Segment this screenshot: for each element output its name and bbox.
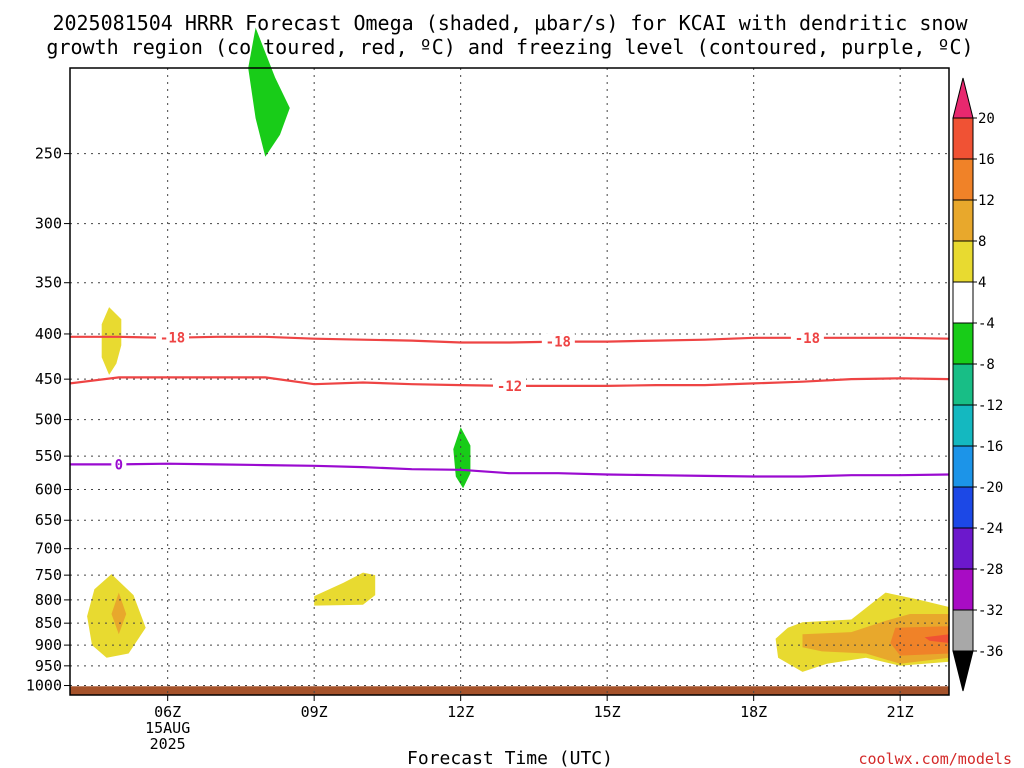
contour-label: -18 (546, 335, 571, 351)
y-tick-label: 350 (35, 274, 62, 292)
omega-region-8 (890, 626, 949, 656)
contour-label-bg (541, 333, 575, 350)
chart-title-line1: 2025081504 HRRR Forecast Omega (shaded, … (52, 11, 968, 35)
colorbar-bin (952, 363, 974, 406)
omega-region-5 (314, 572, 376, 606)
colorbar-bin (952, 281, 974, 324)
colorbar-arrow-top (952, 77, 974, 119)
y-tick-label: 550 (35, 447, 62, 465)
contour-label: 0 (115, 457, 123, 473)
y-tick-label: 950 (35, 657, 62, 675)
x-tick-label: 06Z (154, 703, 181, 721)
y-axis-ticks: 250 300 350 400 450 500 550 600 650 700 750 800 850 9… (26, 145, 70, 695)
x-tick-label: 12Z (447, 703, 474, 721)
colorbar-bin (952, 527, 974, 570)
x-axis-label: Forecast Time (UTC) (407, 748, 613, 768)
colorbar-label: -36 (978, 644, 1003, 660)
colorbar-bin (952, 609, 974, 652)
y-tick-label: 400 (35, 325, 62, 343)
y-tick-label: 300 (35, 215, 62, 233)
colorbar-label: -4 (978, 316, 995, 332)
contour-label-bg (156, 329, 190, 346)
colorbar-label: -32 (978, 603, 1003, 619)
omega-region-2 (453, 427, 471, 489)
contour-label: -18 (160, 331, 185, 347)
x-tick-sublabel: 15AUG (145, 719, 190, 737)
colorbar: 20 16 12 8 4 -4 -8 -12 -16 -20 -24 -28 -32 -36 (952, 77, 1003, 692)
contour-label: -18 (795, 331, 820, 347)
terrain-band (70, 686, 949, 695)
y-tick-label: 500 (35, 411, 62, 429)
colorbar-label: -24 (978, 521, 1003, 537)
y-tick-label: 900 (35, 636, 62, 654)
omega-region-1 (101, 307, 122, 375)
terrain-layer (70, 686, 949, 695)
contour-label-bg (111, 456, 127, 473)
contour-label: -12 (497, 379, 522, 395)
credit-text: coolwx.com/models (858, 750, 1012, 768)
y-tick-label: 600 (35, 481, 62, 499)
colorbar-label: -20 (978, 480, 1003, 496)
y-tick-label: 250 (35, 145, 62, 163)
y-tick-label: 450 (35, 370, 62, 388)
colorbar-arrow-bottom (952, 650, 974, 692)
omega-region-4 (111, 592, 127, 635)
colorbar-bin (952, 158, 974, 201)
colorbar-label: 4 (978, 275, 986, 291)
colorbar-bin (952, 486, 974, 529)
y-tick-label: 700 (35, 540, 62, 558)
omega-region-0 (248, 27, 290, 157)
colorbar-label: -8 (978, 357, 995, 373)
contour-label-bg (790, 329, 824, 346)
contour-label-bg (493, 377, 526, 394)
x-tick-label: 21Z (887, 703, 914, 721)
colorbar-bin (952, 568, 974, 611)
x-tick-label: 15Z (594, 703, 621, 721)
colorbar-label: 16 (978, 152, 995, 168)
colorbar-bin (952, 117, 974, 160)
y-tick-label: 1000 (26, 677, 62, 695)
colorbar-label: -28 (978, 562, 1003, 578)
plot-frame (69, 67, 950, 696)
contour-freezing-2 (70, 462, 950, 478)
colorbar-label: 8 (978, 234, 986, 250)
colorbar-label: -12 (978, 398, 1003, 414)
colorbar-bin (952, 404, 974, 447)
colorbar-bin (952, 199, 974, 242)
x-tick-label: 18Z (740, 703, 767, 721)
colorbar-bin (952, 445, 974, 488)
y-tick-label: 850 (35, 614, 62, 632)
x-tick-sublabel: 2025 (150, 735, 186, 753)
temperature-contours: -18 -18 -18 -12 0 (69, 329, 950, 478)
chart-title-line2: growth region (contoured, red, ºC) and f… (46, 35, 973, 59)
title: 2025081504 HRRR Forecast Omega (shaded, … (46, 11, 973, 59)
colorbar-bin (952, 240, 974, 283)
y-tick-label: 750 (35, 566, 62, 584)
colorbar-label: -16 (978, 439, 1003, 455)
y-tick-label: 650 (35, 511, 62, 529)
y-tick-label: 800 (35, 591, 62, 609)
omega-shading (87, 27, 949, 672)
x-tick-label: 09Z (301, 703, 328, 721)
colorbar-label: 20 (978, 111, 995, 127)
omega-region-9 (924, 634, 949, 643)
colorbar-bin (952, 322, 974, 365)
colorbar-label: 12 (978, 193, 995, 209)
